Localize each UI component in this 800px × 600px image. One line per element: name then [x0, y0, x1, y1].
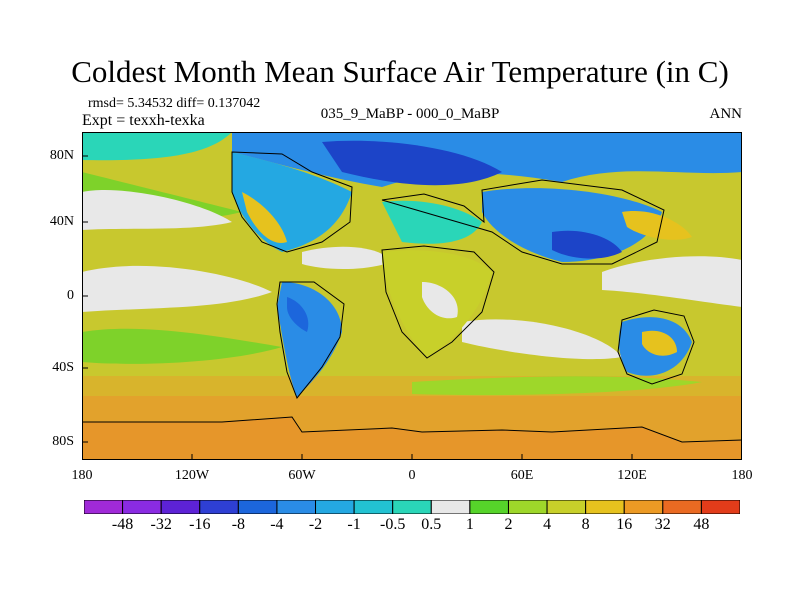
colorbar-label: 8	[581, 516, 590, 533]
alaska-cold	[82, 132, 232, 161]
x-tick-180w: 180	[71, 468, 93, 483]
colorbar-swatch	[700, 500, 740, 514]
colorbar-label: 32	[654, 516, 671, 533]
coast-antarctica	[82, 416, 742, 443]
colorbar-swatch	[315, 500, 355, 514]
colorbar-swatch	[469, 500, 509, 514]
north-america-warm	[242, 192, 287, 243]
x-tick-60w: 60W	[288, 468, 316, 483]
season-label: ANN	[709, 106, 743, 122]
australia-warm	[642, 330, 677, 356]
africa-neutral	[422, 282, 458, 319]
asia-land	[482, 188, 662, 262]
colorbar-label: -16	[189, 516, 211, 533]
temperature-map	[82, 132, 742, 460]
y-tick-80s: 80S	[52, 434, 74, 449]
y-tick-40n: 40N	[49, 214, 74, 229]
neutral-atlantic	[302, 246, 392, 269]
colorbar-swatch	[585, 500, 625, 514]
colorbar-label: 2	[504, 516, 513, 533]
neutral-east-pacific	[82, 265, 272, 312]
colorbar-label: -2	[308, 516, 323, 533]
coast-south-america	[276, 281, 345, 399]
colorbar	[84, 500, 740, 514]
rmsd-diff-stats: rmsd= 5.34532 diff= 0.137042	[88, 96, 261, 111]
colorbar-swatch	[122, 500, 162, 514]
colorbar-label: -1	[347, 516, 361, 533]
siberia-deep-cold	[322, 140, 502, 186]
colorbar-label: -0.5	[380, 516, 406, 533]
colorbar-swatch	[84, 500, 124, 514]
colorbar-swatch	[392, 500, 432, 514]
x-tick-120w: 120W	[174, 468, 210, 483]
period-label: 035_9_MaBP - 000_0_MaBP	[320, 106, 500, 122]
colorbar-label: 4	[543, 516, 552, 533]
coastlines	[82, 151, 742, 443]
colorbar-label: -48	[111, 516, 134, 533]
south-pacific-green	[82, 328, 282, 364]
colorbar-swatch	[507, 500, 548, 514]
neutral-indian	[462, 319, 622, 360]
coast-africa	[381, 245, 495, 359]
x-tick-180e: 180	[731, 468, 753, 483]
neutral-west-pacific	[602, 256, 742, 307]
europe-land	[382, 200, 482, 244]
x-tick-120e: 120E	[617, 468, 647, 483]
andes-cold	[287, 297, 309, 332]
antarctic-warm	[82, 417, 742, 460]
neutral-north-pacific	[82, 190, 232, 230]
colorbar-swatch	[237, 500, 278, 514]
y-tick-0: 0	[67, 288, 74, 303]
y-tick-40s: 40S	[52, 360, 74, 375]
colorbar-swatch	[662, 500, 702, 514]
colorbar-label: 48	[693, 516, 710, 533]
colorbar-swatch	[276, 500, 317, 514]
colorbar-label: 1	[465, 516, 474, 533]
colorbar-label: -8	[231, 516, 246, 533]
colorbar-swatch	[430, 500, 471, 514]
colorbar-swatch	[623, 500, 664, 514]
coast-north-america	[231, 151, 353, 253]
y-tick-80n: 80N	[49, 148, 74, 163]
tibet-cold	[552, 230, 622, 259]
map-plot	[82, 132, 742, 460]
colorbar-label: 16	[616, 516, 633, 533]
south-indian-green	[412, 376, 702, 396]
coast-eurasia	[381, 179, 665, 265]
colorbar-swatch	[160, 500, 201, 514]
tick-marks	[82, 155, 633, 460]
chart-title: Coldest Month Mean Surface Air Temperatu…	[71, 54, 729, 89]
x-tick-0: 0	[408, 468, 416, 483]
experiment-label: Expt = texxh-texka	[82, 112, 205, 129]
colorbar-swatch	[353, 500, 394, 514]
colorbar-label: -4	[270, 516, 284, 533]
coast-australia	[617, 309, 695, 385]
colorbar-swatch	[546, 500, 587, 514]
east-asia-warm	[622, 211, 692, 240]
colorbar-label: -32	[150, 516, 172, 533]
x-tick-60e: 60E	[510, 468, 534, 483]
colorbar-swatch	[199, 500, 239, 514]
colorbar-label: 0.5	[421, 516, 442, 533]
